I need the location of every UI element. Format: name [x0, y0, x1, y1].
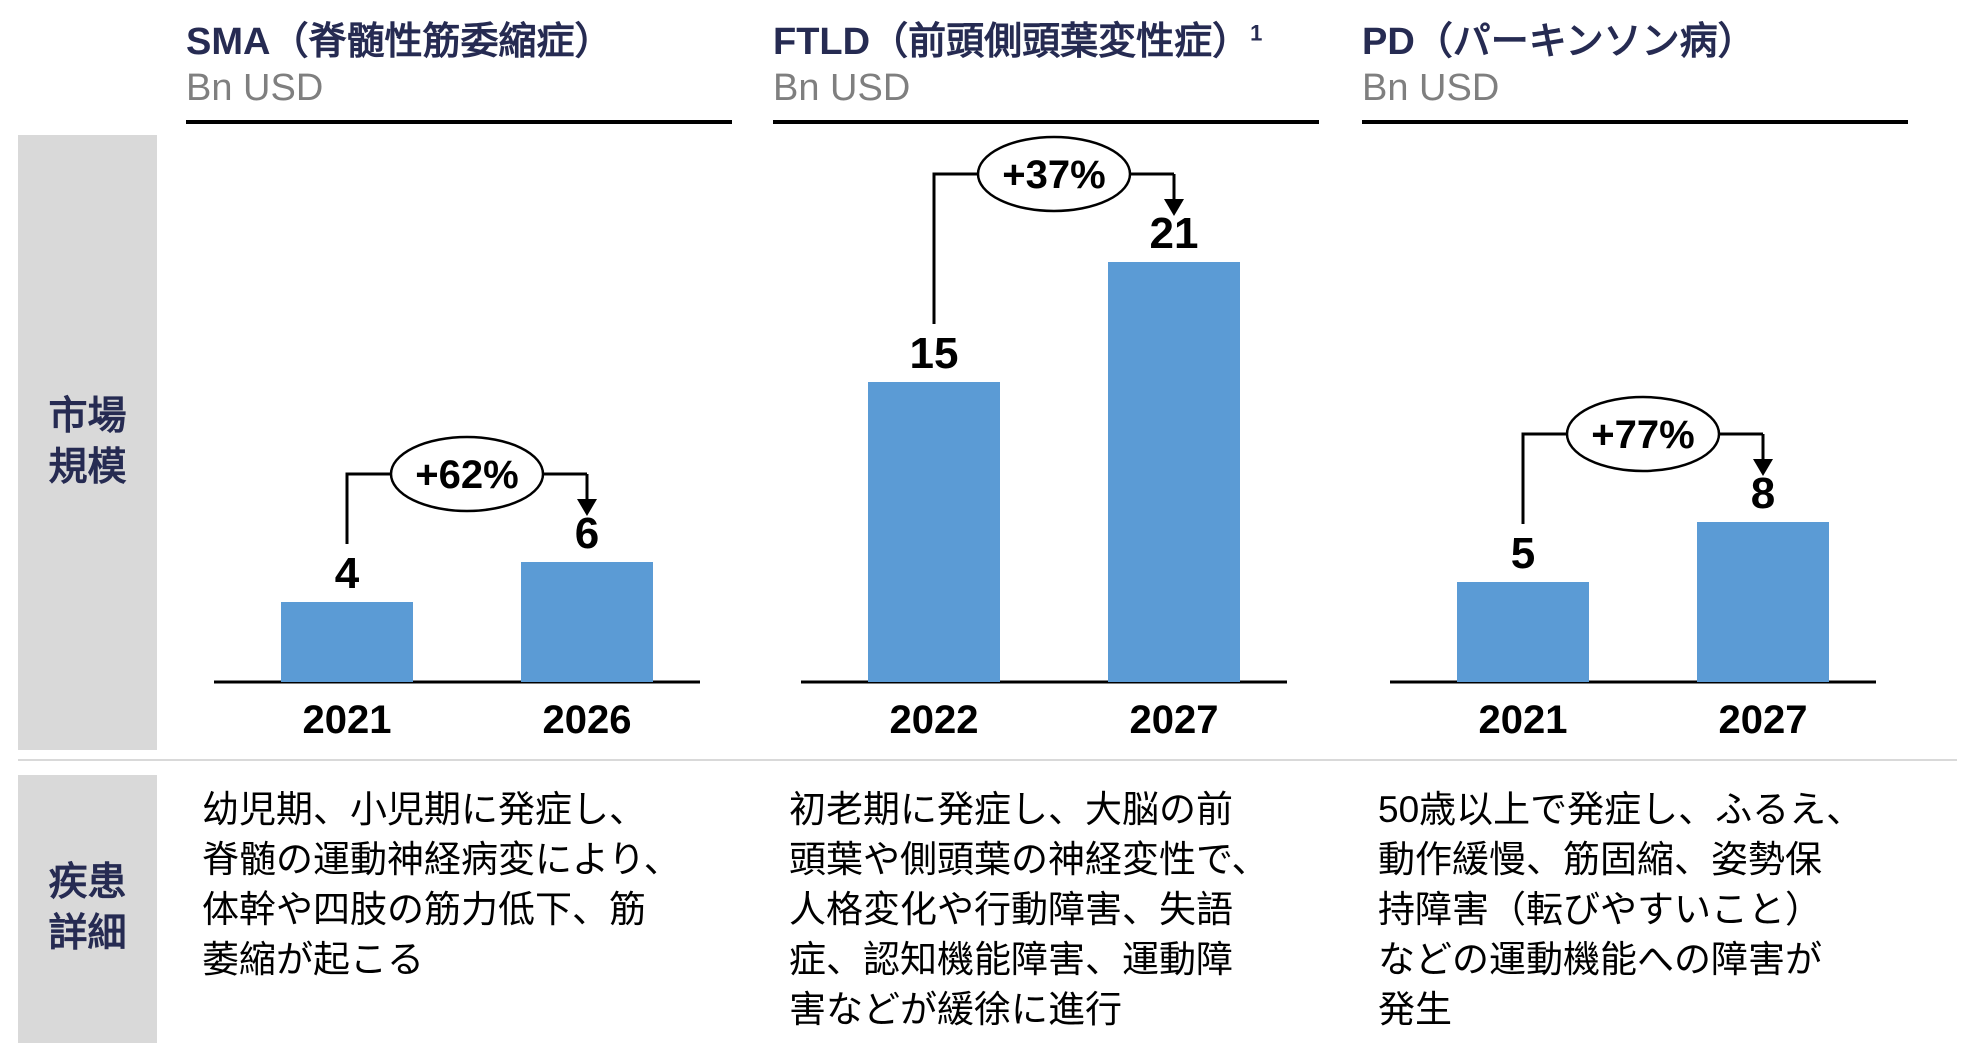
- bar-2027: [1697, 522, 1829, 682]
- growth-oval: [1565, 395, 1721, 473]
- unit-label: Bn USD: [186, 66, 324, 109]
- growth-oval: [389, 435, 545, 513]
- disease-description: 幼児期、小児期に発症し、 脊髄の運動神経病変により、 体幹や四肢の筋力低下、筋 …: [202, 789, 681, 980]
- bar-2021: [281, 602, 413, 682]
- value-label: 15: [910, 329, 959, 378]
- value-label: 8: [1751, 469, 1775, 518]
- arrowhead-icon: [577, 499, 597, 516]
- year-label: 2027: [1719, 698, 1808, 742]
- column-title-text: PD（パーキンソン病）: [1362, 21, 1756, 63]
- growth-oval: [976, 135, 1132, 213]
- bar-chart-svg: 4 2021 6 2026 +62%: [214, 435, 700, 742]
- growth-label: +37%: [1002, 153, 1105, 197]
- column-header: FTLD（前頭側頭葉変性症）1 Bn USD: [773, 20, 1319, 124]
- year-label: 2021: [1479, 698, 1568, 742]
- arrowhead-icon: [1753, 459, 1773, 476]
- year-label: 2022: [890, 698, 979, 742]
- column-header: PD（パーキンソン病） Bn USD: [1362, 20, 1908, 124]
- column-pd: PD（パーキンソン病） Bn USD 5 2021 8 2027 +77% 50歳以上で…: [1362, 20, 1908, 1030]
- column-title: SMA（脊髄性筋委縮症）: [186, 20, 732, 65]
- bar-chart-svg: 15 2022 21 2027 +37%: [801, 135, 1287, 742]
- value-label: 5: [1511, 529, 1535, 578]
- bar-2022: [868, 382, 1000, 682]
- unit-label: Bn USD: [1362, 66, 1500, 109]
- arrowhead-icon: [1164, 199, 1184, 216]
- column-ftld: FTLD（前頭側頭葉変性症）1 Bn USD 15 2022 21 2027 +37% …: [773, 20, 1319, 1030]
- year-label: 2021: [303, 698, 392, 742]
- column-title: FTLD（前頭側頭葉変性症）1: [773, 20, 1319, 65]
- unit-label: Bn USD: [773, 66, 911, 109]
- growth-label: +77%: [1591, 413, 1694, 457]
- disease-description: 50歳以上で発症し、ふるえ、 動作緩慢、筋固縮、姿勢保 持障害（転びやすいこと）…: [1378, 789, 1864, 1030]
- bar-2026: [521, 562, 653, 682]
- footnote-marker: 1: [1250, 20, 1263, 46]
- bar-chart-sma: 4 2021 6 2026 +62%: [186, 125, 732, 773]
- value-label: 6: [575, 509, 599, 558]
- column-title-text: SMA（脊髄性筋委縮症）: [186, 21, 613, 63]
- bar-2027: [1108, 262, 1240, 682]
- column-header: SMA（脊髄性筋委縮症） Bn USD: [186, 20, 732, 124]
- year-label: 2026: [543, 698, 632, 742]
- bar-chart-svg: 5 2021 8 2027 +77%: [1390, 395, 1876, 742]
- disease-description: 初老期に発症し、大脳の前 頭葉や側頭葉の神経変性で、 人格変化や行動障害、失語 …: [789, 789, 1269, 1030]
- value-label: 4: [335, 549, 360, 598]
- row-label-disease-detail: 疾患 詳細: [18, 775, 157, 1043]
- value-label: 21: [1150, 209, 1199, 258]
- column-title: PD（パーキンソン病）: [1362, 20, 1908, 65]
- bar-chart-pd: 5 2021 8 2027 +77%: [1362, 125, 1908, 773]
- section-divider: [18, 759, 1957, 761]
- year-label: 2027: [1130, 698, 1219, 742]
- bar-2021: [1457, 582, 1589, 682]
- growth-label: +62%: [415, 453, 518, 497]
- column-title-text: FTLD（前頭側頭葉変性症）: [773, 21, 1251, 63]
- bar-chart-ftld: 15 2022 21 2027 +37%: [773, 125, 1319, 773]
- row-label-market-size: 市場 規模: [18, 135, 157, 750]
- column-sma: SMA（脊髄性筋委縮症） Bn USD 4 2021 6 2026 +62% 幼児期、小…: [186, 20, 732, 980]
